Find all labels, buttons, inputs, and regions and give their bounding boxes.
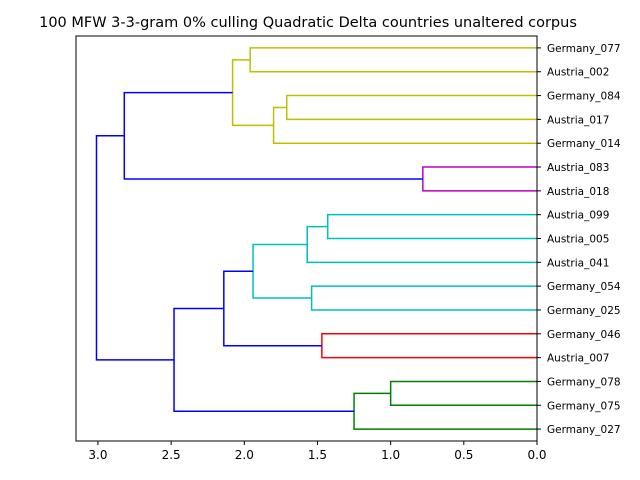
dendrogram-link-c12	[223, 270, 322, 347]
x-tick-label: 0.5	[454, 448, 473, 462]
leaf-label: Austria_083	[547, 162, 609, 174]
dendrogram-link-c8	[306, 225, 537, 264]
leaf-label: Austria_002	[547, 67, 609, 79]
x-tick-label: 1.0	[381, 448, 400, 462]
dendrogram-link-c3	[272, 106, 537, 144]
leaf-label: Germany_075	[547, 400, 621, 412]
leaf-label: Austria_005	[547, 234, 609, 246]
leaf-label: Germany_077	[547, 43, 621, 55]
x-axis-ticks: 3.0 2.5 2.0 1.5 1.0 0.5 0.0	[88, 441, 547, 462]
leaf-label: Austria_018	[547, 186, 609, 198]
dendrogram-link-c7	[326, 213, 537, 240]
dendrogram-link-c13	[389, 380, 537, 407]
chart-title: 100 MFW 3-3-gram 0% culling Quadratic De…	[39, 15, 577, 31]
dendrogram-link-c14	[353, 392, 537, 430]
dendrogram-link-c11	[321, 333, 537, 359]
dendrogram-link-c4	[231, 59, 274, 127]
x-tick-label: 0.0	[527, 448, 546, 462]
leaf-label: Germany_054	[547, 281, 621, 293]
leaf-label: Germany_025	[547, 305, 621, 317]
x-tick-label: 2.5	[162, 448, 181, 462]
dendrogram-link-c1	[249, 47, 537, 73]
x-tick-label: 2.0	[235, 448, 254, 462]
dendrogram-link-c5	[422, 166, 537, 192]
leaf-label: Germany_046	[547, 329, 621, 341]
dendrogram-link-c10	[252, 243, 312, 299]
x-tick-label: 1.5	[308, 448, 327, 462]
leaf-label: Austria_007	[547, 353, 609, 365]
leaf-label: Austria_017	[547, 114, 609, 126]
leaf-label: Austria_041	[547, 257, 609, 269]
leaf-label: Austria_099	[547, 210, 609, 222]
dendrogram-links	[95, 47, 537, 430]
leaf-label: Germany_084	[547, 91, 621, 103]
leaf-label: Germany_014	[547, 138, 621, 150]
leaf-label: Germany_027	[547, 424, 621, 436]
dendrogram-link-c15	[173, 307, 355, 412]
x-tick-label: 3.0	[88, 448, 107, 462]
leaf-labels: Germany_077 Austria_002 Germany_084 Austria…	[537, 43, 621, 436]
leaf-label: Germany_078	[547, 376, 621, 388]
dendrogram-link-c16	[95, 135, 175, 361]
dendrogram-link-c9	[310, 285, 537, 311]
dendrogram-link-c2	[285, 94, 537, 121]
